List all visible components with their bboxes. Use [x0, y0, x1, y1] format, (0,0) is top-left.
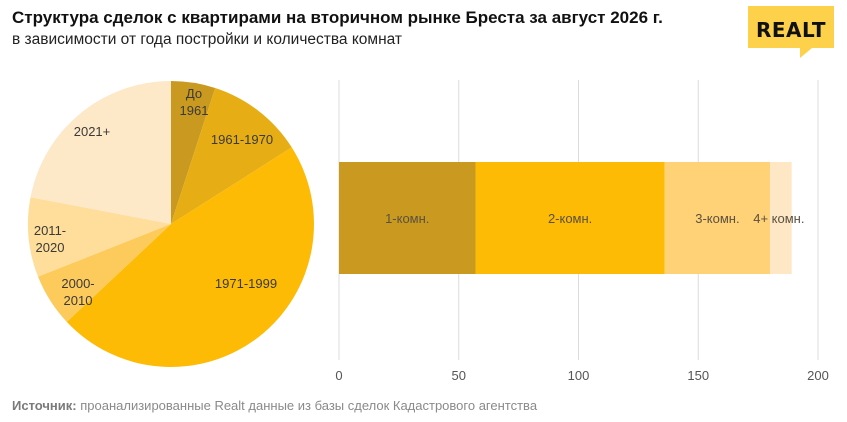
pie-slice — [171, 81, 216, 224]
pie-slice — [38, 224, 171, 322]
chart-subtitle: в зависимости от года постройки и количе… — [12, 31, 403, 48]
source-note: Источник: проанализированные Realt данны… — [12, 398, 537, 413]
pie-slice-label: 2021+ — [74, 124, 111, 139]
logo-badge-icon — [748, 6, 834, 58]
chart-title: Структура сделок с квартирами на вторичн… — [12, 8, 663, 27]
bar-segment-label: 1-комн. — [385, 211, 429, 226]
pie-slice-label: 2000-2010 — [61, 276, 94, 308]
x-tick-label: 200 — [807, 368, 829, 383]
pie-slice — [171, 88, 292, 224]
bar-segment-label: 4+ комн. — [753, 211, 804, 226]
stacked-bar-chart: 1-комн. 2-комн. 3-комн. 4+ комн. 0 50 100 150 20… — [335, 80, 829, 383]
pie-slice-label: 2011-2020 — [34, 223, 66, 255]
x-tick-label: 150 — [687, 368, 709, 383]
source-text: проанализированные Realt данные из базы … — [76, 398, 538, 413]
pie-slice-label: 1971-1999 — [215, 276, 277, 291]
x-tick-label: 50 — [452, 368, 466, 383]
bar-segment-label: 3-комн. — [695, 211, 739, 226]
pie-slice — [66, 147, 314, 367]
pie-slice-label: 1961-1970 — [211, 132, 273, 147]
pie-slice — [27, 197, 172, 277]
bar-segment — [664, 162, 771, 274]
bar-segment — [770, 162, 792, 274]
bar-segment — [339, 162, 476, 274]
bar-segment — [475, 162, 665, 274]
pie-slice — [30, 80, 172, 224]
pie-slice-label: До 1961 — [180, 86, 209, 118]
bar-segment-label: 2-комн. — [548, 211, 592, 226]
source-label: Источник: — [12, 398, 77, 413]
x-tick-label: 100 — [568, 368, 590, 383]
logo-text: REALT — [755, 18, 827, 42]
x-tick-label: 0 — [335, 368, 342, 383]
realt-logo: REALT — [748, 6, 834, 58]
